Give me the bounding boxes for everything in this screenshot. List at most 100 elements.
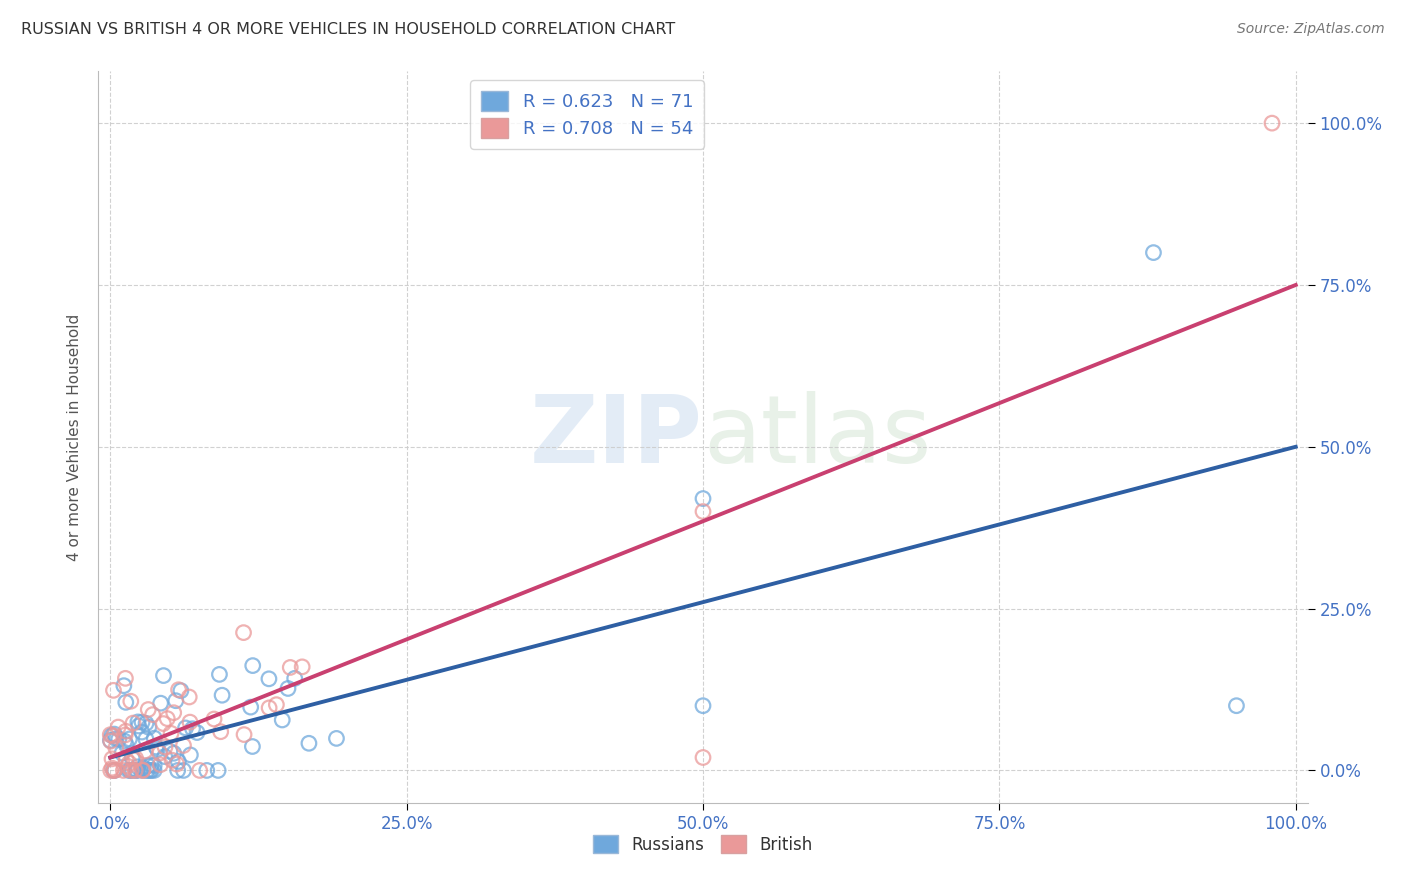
Point — [166, 757, 188, 772]
Point — [136, 759, 159, 773]
Point — [135, 732, 157, 747]
Point — [125, 764, 148, 778]
Point — [104, 740, 127, 755]
Point — [242, 739, 264, 754]
Point — [173, 764, 195, 778]
Point — [271, 713, 294, 727]
Point — [195, 764, 218, 778]
Point — [115, 752, 138, 766]
Point — [692, 698, 714, 713]
Point — [156, 712, 179, 726]
Point — [122, 753, 145, 767]
Point — [111, 746, 134, 760]
Point — [202, 712, 225, 726]
Point — [145, 739, 167, 754]
Point — [114, 728, 136, 742]
Point — [131, 764, 153, 778]
Point — [112, 764, 135, 778]
Point — [101, 761, 124, 775]
Point — [122, 716, 145, 731]
Text: Source: ZipAtlas.com: Source: ZipAtlas.com — [1237, 22, 1385, 37]
Point — [121, 751, 143, 765]
Point — [135, 764, 157, 778]
Point — [141, 764, 163, 778]
Point — [209, 724, 232, 739]
Point — [125, 751, 148, 765]
Point — [118, 731, 141, 746]
Point — [103, 764, 125, 778]
Point — [142, 707, 165, 722]
Point — [139, 764, 162, 778]
Point — [143, 764, 166, 778]
Point — [118, 764, 141, 778]
Point — [115, 738, 138, 752]
Point — [120, 764, 142, 778]
Text: atlas: atlas — [703, 391, 931, 483]
Point — [692, 750, 714, 764]
Point — [325, 731, 347, 746]
Point — [100, 764, 122, 778]
Point — [153, 739, 176, 754]
Point — [277, 681, 299, 696]
Point — [114, 724, 136, 739]
Point — [127, 760, 149, 774]
Point — [117, 759, 139, 773]
Point — [153, 749, 176, 764]
Legend: Russians, British: Russians, British — [586, 829, 820, 860]
Point — [207, 764, 229, 778]
Text: RUSSIAN VS BRITISH 4 OR MORE VEHICLES IN HOUSEHOLD CORRELATION CHART: RUSSIAN VS BRITISH 4 OR MORE VEHICLES IN… — [21, 22, 675, 37]
Point — [211, 688, 233, 702]
Point — [1142, 245, 1164, 260]
Point — [152, 716, 174, 731]
Point — [149, 746, 172, 760]
Point — [257, 701, 280, 715]
Point — [179, 715, 201, 730]
Point — [692, 504, 714, 518]
Point — [100, 734, 122, 748]
Point — [136, 702, 159, 716]
Point — [143, 758, 166, 772]
Point — [103, 729, 125, 743]
Point — [98, 733, 121, 747]
Point — [163, 706, 186, 720]
Point — [120, 694, 142, 708]
Point — [165, 694, 187, 708]
Point — [179, 690, 201, 704]
Point — [143, 731, 166, 746]
Point — [146, 742, 169, 756]
Point — [170, 683, 193, 698]
Point — [208, 667, 231, 681]
Point — [160, 726, 183, 740]
Point — [101, 752, 124, 766]
Point — [134, 744, 156, 758]
Point — [132, 764, 155, 778]
Point — [118, 756, 141, 771]
Point — [124, 764, 146, 778]
Point — [107, 732, 129, 747]
Point — [132, 761, 155, 775]
Point — [103, 764, 125, 778]
Point — [167, 755, 190, 769]
Point — [149, 757, 172, 772]
Point — [692, 491, 714, 506]
Point — [128, 719, 150, 733]
Point — [298, 736, 321, 750]
Point — [179, 747, 201, 762]
Point — [257, 672, 280, 686]
Point — [167, 682, 190, 697]
Point — [107, 720, 129, 734]
Point — [131, 715, 153, 730]
Point — [284, 672, 307, 686]
Point — [266, 698, 288, 712]
Point — [233, 728, 256, 742]
Point — [141, 758, 163, 772]
Point — [1225, 698, 1247, 713]
Point — [166, 764, 188, 778]
Point — [138, 720, 160, 734]
Point — [163, 746, 186, 760]
Point — [127, 714, 149, 729]
Point — [112, 679, 135, 693]
Point — [181, 722, 204, 736]
Point — [105, 731, 128, 746]
Point — [103, 764, 125, 778]
